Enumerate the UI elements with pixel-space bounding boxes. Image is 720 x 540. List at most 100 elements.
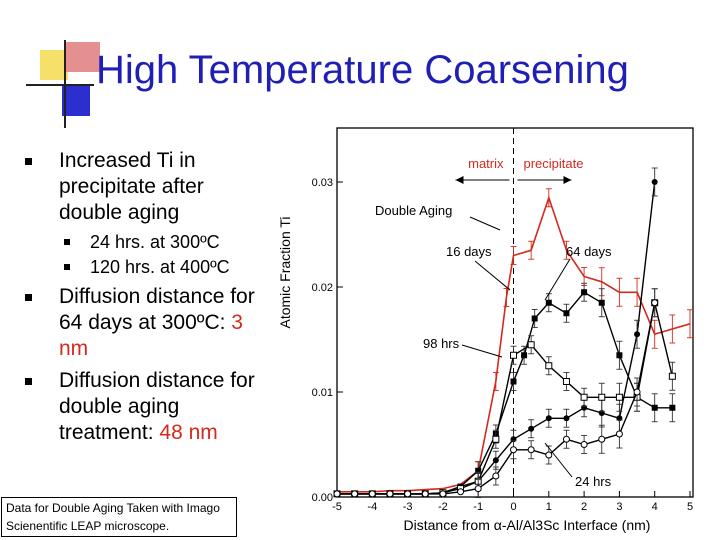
annotation-pointer	[469, 216, 501, 231]
point-64-days	[563, 415, 570, 422]
x-tick-label: 2	[581, 501, 587, 513]
bullet-2-text: Diffusion distance for 64 days at 300ºC:	[59, 285, 255, 334]
coarsening-chart: 0.00 0.01 0.02 0.03 -5 -4 -3 -2 -1 0 1 2 3 4 5 Distance…	[277, 127, 694, 533]
point-24-hrs	[580, 441, 588, 448]
point-24-hrs	[439, 490, 447, 498]
y-tick-label: 0.00	[312, 492, 333, 504]
point-16-days	[563, 310, 570, 317]
point-24-hrs	[474, 485, 482, 493]
point-24-hrs	[615, 430, 623, 438]
point-24-hrs	[651, 299, 659, 307]
point-16-days	[545, 299, 552, 306]
x-tick-label: 0	[510, 501, 516, 513]
annotation-double-aging: Double Aging	[375, 203, 452, 218]
point-64-days	[492, 457, 499, 464]
point-64-days	[651, 179, 658, 185]
sub-bullet-marker	[64, 264, 70, 270]
point-24-hrs	[421, 490, 429, 498]
bullet-1: Increased Ti in precipitate after double…	[25, 148, 249, 226]
deco-horizontal-line	[26, 84, 94, 86]
annotation-pointer	[474, 260, 511, 291]
deco-yellow-square	[40, 50, 68, 80]
point-24-hrs	[527, 446, 535, 454]
x-tick-label: -5	[332, 501, 342, 513]
point-98-hrs	[598, 393, 606, 401]
y-tick-label: 0.02	[312, 282, 333, 294]
point-16-days	[475, 467, 482, 474]
point-24-hrs	[457, 488, 465, 496]
point-98-hrs	[527, 341, 535, 349]
sub-bullet-1: 24 hrs. at 300ºC	[64, 230, 220, 254]
point-98-hrs	[668, 372, 676, 380]
bullet-3-text: Diffusion distance for double aging trea…	[59, 369, 255, 444]
y-axis-label: Atomic Fraction Ti	[277, 216, 293, 328]
bullet-3: Diffusion distance for double aging trea…	[25, 368, 259, 446]
point-24-hrs	[333, 490, 341, 498]
bullet-1-text: Increased Ti in precipitate after double…	[59, 149, 204, 224]
sub-bullet-2-text: 120 hrs. at 400ºC	[90, 257, 230, 277]
data-source-note: Data for Double Aging Taken with Imago S…	[1, 497, 237, 537]
x-tick-label: -4	[367, 501, 377, 513]
point-98-hrs	[510, 351, 517, 359]
slide-title: High Temperature Coarsening	[96, 48, 629, 92]
point-24-hrs	[351, 490, 359, 498]
bullet-2: Diffusion distance for 64 days at 300ºC:…	[25, 284, 259, 362]
point-16-days	[616, 352, 623, 359]
x-tick-label: 3	[616, 501, 622, 513]
annotation-pointer	[461, 344, 503, 358]
deco-red-square	[66, 42, 100, 72]
point-16-days	[598, 299, 605, 306]
annotation-pointer	[544, 258, 571, 301]
precipitate-label: precipitate	[524, 156, 584, 171]
x-tick-label: -1	[473, 501, 483, 513]
bullet-2-highlight: 3 nm	[59, 311, 243, 360]
precipitate-arrowhead	[563, 176, 572, 184]
point-98-hrs	[580, 393, 588, 401]
point-24-hrs	[386, 490, 394, 498]
annotation-24-hrs: 24 hrs	[575, 474, 612, 489]
point-64-days	[634, 331, 641, 338]
point-16-days	[521, 352, 528, 359]
point-24-hrs	[368, 490, 376, 498]
matrix-label: matrix	[468, 156, 504, 171]
x-tick-label: -3	[403, 501, 413, 513]
point-24-hrs	[510, 446, 517, 454]
bullet-3-highlight: 48 nm	[159, 421, 218, 444]
point-16-days	[651, 404, 658, 411]
title-decoration	[26, 40, 110, 128]
point-16-days	[669, 404, 676, 411]
point-16-days	[531, 315, 538, 322]
point-16-days	[510, 378, 517, 385]
point-24-hrs	[598, 435, 606, 443]
point-98-hrs	[615, 393, 623, 401]
y-tick-label: 0.03	[312, 177, 333, 189]
point-24-hrs	[492, 472, 500, 480]
point-24-hrs	[404, 490, 412, 498]
annotation-pointer	[544, 442, 573, 478]
sub-bullet-marker	[64, 239, 70, 245]
x-axis-label: Distance from α-Al/Al3Sc Interface (nm)	[404, 517, 651, 533]
y-tick-label: 0.01	[312, 387, 333, 399]
annotation-98-hrs: 98 hrs	[423, 336, 460, 351]
point-98-hrs	[492, 435, 500, 443]
bullet-marker	[25, 294, 32, 301]
sub-bullet-1-text: 24 hrs. at 300ºC	[90, 232, 220, 252]
point-16-days	[581, 289, 588, 296]
point-64-days	[528, 425, 535, 432]
sub-bullet-2: 120 hrs. at 400ºC	[64, 255, 230, 279]
point-24-hrs	[633, 388, 641, 396]
point-64-days	[545, 415, 552, 422]
point-98-hrs	[562, 378, 570, 385]
series-line-double-aging	[337, 195, 691, 493]
x-tick-label: 5	[687, 501, 693, 513]
point-24-hrs	[545, 451, 553, 459]
bullet-marker	[25, 378, 32, 385]
bullet-marker	[25, 158, 32, 165]
x-tick-label: -2	[438, 501, 448, 513]
point-24-hrs	[562, 435, 570, 443]
x-tick-label: 4	[652, 501, 658, 513]
plot-frame	[336, 127, 694, 498]
x-tick-label: 1	[546, 501, 552, 513]
matrix-arrowhead	[455, 176, 464, 184]
point-98-hrs	[545, 362, 553, 370]
